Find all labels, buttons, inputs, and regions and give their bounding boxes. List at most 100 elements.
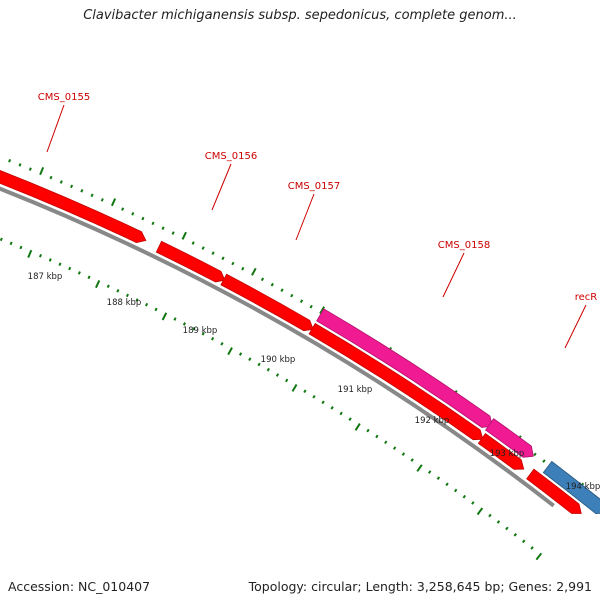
inner-tick [416,464,423,472]
inner-tick [476,507,484,516]
inner-tick [462,494,466,499]
inner-tick [366,428,370,433]
inner-tick [220,342,224,346]
outer-tick [241,266,245,271]
inner-tick [95,279,101,289]
inner-tick [201,331,205,336]
inner-tick [68,266,72,271]
inner-tick [354,423,361,431]
gene-arrow-CMS_0157[interactable] [220,273,314,332]
outer-tick [299,299,304,303]
kbp-label: 190 kbp [261,355,296,365]
inner-tick [321,400,325,405]
accession-text: Accession: NC_010407 [8,579,151,594]
outer-tick [141,216,145,221]
map-title: Clavibacter michiganensis subsp. sepedon… [83,8,517,23]
outer-tick [121,207,125,211]
inner-tick [488,513,492,518]
inner-tick [173,317,177,321]
gene-arrow-recR[interactable] [477,433,525,470]
kbp-label: 192 kbp [415,416,450,426]
outer-tick [131,212,135,216]
inner-tick [27,249,33,258]
gene-leader-line [295,193,315,241]
outer-tick [221,256,225,261]
kbp-label: 187 kbp [28,272,63,282]
inner-tick [9,241,13,246]
inner-tick [471,501,475,505]
inner-tick [154,307,158,312]
gene-arrow-CMS_0158[interactable] [308,322,484,441]
pseudo-arrow-CMS_0158[interactable] [316,308,493,428]
outer-tick [110,198,117,207]
inner-tick [392,446,397,450]
gene-arrow-CMS_0156[interactable] [155,240,226,283]
outer-tick [90,193,94,198]
inner-tick [312,394,316,399]
inner-tick [453,488,458,493]
kbp-labels: 187 kbp 188 kbp 189 kbp 190 kbp 191 kbp 192 k… [28,272,600,492]
outer-tick [8,158,12,163]
gene-leader-line [564,304,587,349]
gene-label-CMS_0156: CMS_0156 [205,151,257,162]
feature-track[interactable] [0,168,600,515]
inner-tick [513,533,518,537]
inner-tick [211,336,215,341]
rna-arrow[interactable] [542,460,600,515]
inner-tick [192,327,196,331]
inner-tick [291,384,298,392]
inner-tick [125,293,130,298]
outer-tick [28,167,32,171]
inner-tick [410,458,414,462]
kbp-label: 194 kbp [566,482,600,492]
inner-tick [535,552,543,561]
gene-label-CMS_0158: CMS_0158 [438,240,490,251]
outer-tick [260,277,265,282]
inner-tick [87,275,91,280]
inner-tick [248,357,252,362]
inner-tick [375,434,379,439]
gene-arrow-next[interactable] [526,468,582,514]
outer-tick [100,198,104,202]
outer-tick [280,288,284,292]
pseudo-arrow-b[interactable] [484,418,534,458]
outer-tick [151,221,155,226]
inner-tick [496,520,501,524]
inner-tick [182,322,187,326]
inner-tick [303,389,307,394]
kbp-label: 191 kbp [338,385,373,395]
inner-tick [521,539,526,544]
inner-tick [401,452,406,456]
outer-tick [191,241,195,245]
inner-tick [77,271,81,275]
inner-tick [116,289,120,293]
inner-tick [339,411,343,416]
gene-leader-line [211,163,232,211]
outer-tick [59,180,63,184]
inner-tick [144,302,149,307]
outer-tick [309,304,313,309]
inner-tick [161,312,168,321]
gene-leader-line [442,252,465,298]
inner-tick [227,347,233,356]
outer-tick [161,226,165,230]
inner-tick [106,284,110,289]
inner-tick [257,362,261,367]
inner-tick [530,546,534,550]
kbp-label: 189 kbp [183,326,218,336]
inner-tick [0,237,3,242]
kbp-label: 193 kbp [490,449,525,459]
outer-tick [181,231,187,240]
inner-tick [330,406,334,410]
inner-tick [348,417,352,421]
gene-arrow-CMS_0155[interactable] [0,168,147,243]
kbp-label: 188 kbp [107,298,142,308]
gene-labels: CMS_0155 CMS_0156 CMS_0157 CMS_0158 recR [38,92,597,349]
gene-leader-line [46,104,65,153]
outer-tick [49,175,53,180]
inner-tick [275,373,280,377]
inner-tick [436,476,441,480]
outer-tick [533,452,537,457]
inner-tick [58,262,62,266]
